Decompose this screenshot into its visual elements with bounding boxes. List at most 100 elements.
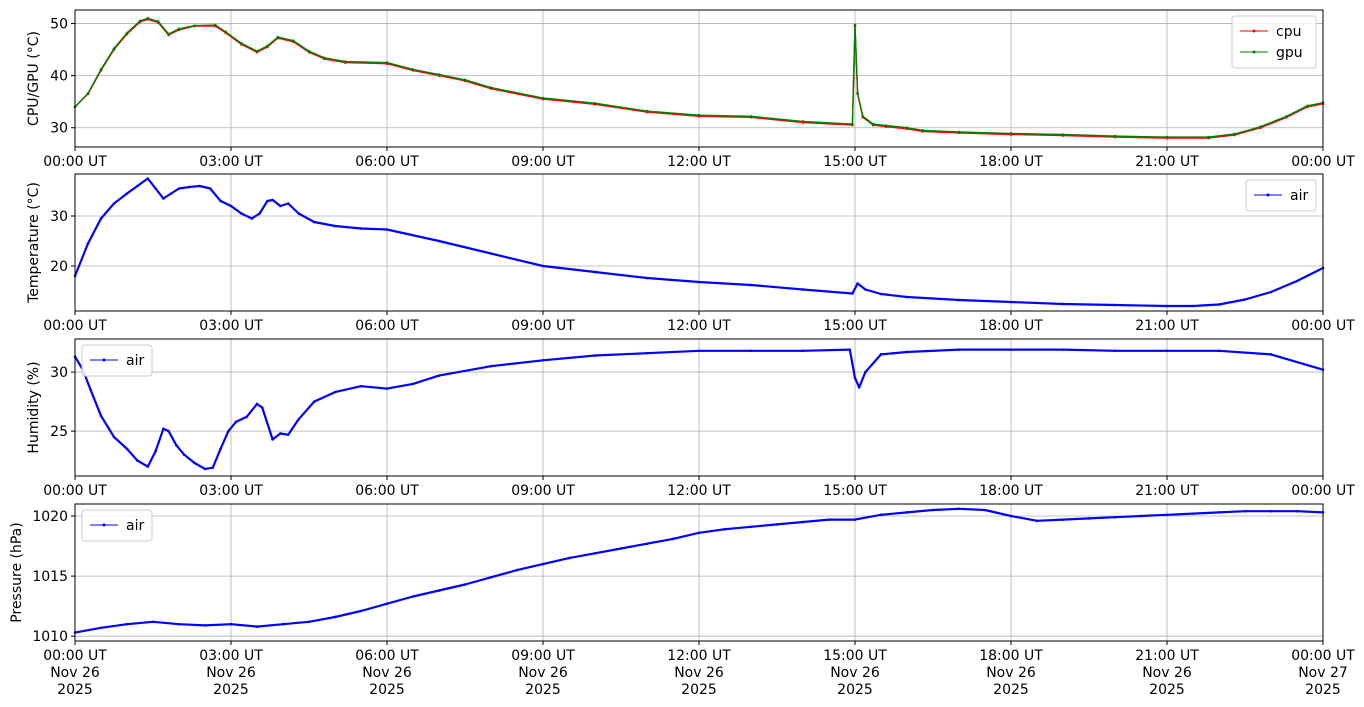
data-point-air (198, 184, 202, 188)
data-point-gpu (292, 39, 295, 43)
data-point-air (99, 626, 103, 630)
x-tick-label: 15:00 UT (823, 154, 887, 170)
data-point-air (1061, 302, 1065, 306)
data-point-air (1087, 517, 1091, 520)
data-point-air (541, 358, 545, 362)
data-point-air (188, 185, 191, 189)
data-point-air (333, 390, 337, 394)
x-tick-year: 2025 (57, 682, 93, 698)
x-tick-date: Nov 26 (1142, 665, 1192, 681)
data-point-air (1295, 279, 1299, 283)
x-tick-label: 03:00 UT (199, 318, 263, 334)
data-point-air (260, 406, 264, 409)
x-tick-label: 18:00 UT (979, 318, 1043, 334)
legend: air (81, 509, 153, 542)
data-point-air (1165, 349, 1169, 353)
data-point-air (154, 449, 157, 453)
data-point-air (203, 624, 207, 627)
data-point-air (193, 461, 196, 465)
x-tick-label: 21:00 UT (1135, 318, 1199, 334)
data-point-air (177, 187, 181, 190)
x-tick-date: Nov 26 (518, 665, 568, 681)
data-point-gpu (146, 17, 150, 20)
data-point-air (411, 595, 415, 598)
x-tick-date: Nov 26 (362, 665, 412, 681)
x-tick-label: 18:00 UT (979, 648, 1043, 664)
data-point-gpu (193, 24, 196, 27)
data-point-air (879, 292, 883, 296)
data-point-gpu (921, 129, 924, 132)
data-point-air (286, 202, 290, 205)
data-point-gpu (138, 19, 142, 23)
data-point-air (645, 542, 649, 545)
data-point-air (385, 602, 389, 606)
data-point-air (99, 414, 103, 418)
data-point-air (856, 282, 859, 285)
data-point-air (567, 556, 571, 560)
data-point-air (801, 520, 805, 524)
temperature-panel: 00:00 UT 03:00 UT 06:00 UT 09:00 UT 12:00 UT… (26, 173, 1355, 334)
data-point-air (671, 537, 675, 541)
data-point-air (219, 447, 222, 451)
data-point-air (359, 384, 363, 388)
data-point-air (489, 252, 493, 255)
data-point-air (136, 459, 139, 462)
data-point-air (1113, 349, 1117, 353)
legend-label-cpu: cpu (1276, 24, 1301, 40)
data-point-air (645, 351, 649, 355)
data-point-air (697, 349, 701, 353)
data-point-air (645, 276, 649, 280)
data-point-air (182, 453, 186, 457)
x-tick-label: 15:00 UT (823, 648, 887, 664)
data-point-gpu (156, 20, 160, 23)
data-point-air (125, 622, 129, 626)
data-point-air (957, 507, 961, 511)
data-point-air (1217, 303, 1221, 306)
data-point-air (162, 197, 165, 200)
data-point-air (234, 420, 238, 423)
data-point-gpu (1207, 135, 1210, 139)
x-tick-label: 09:00 UT (511, 648, 575, 664)
data-point-gpu (276, 35, 280, 39)
legend-marker-air (102, 523, 106, 527)
legend-label-air: air (126, 353, 144, 369)
x-tick-label: 03:00 UT (199, 483, 263, 499)
data-point-air (749, 525, 753, 529)
x-tick-label: 09:00 UT (511, 318, 575, 334)
data-point-air (931, 508, 935, 512)
data-point-air (286, 433, 290, 436)
data-point-air (297, 212, 300, 215)
x-tick-label: 00:00 UT (43, 483, 107, 499)
data-point-air (154, 187, 157, 190)
x-tick-label: 09:00 UT (511, 483, 575, 499)
x-tick-label: 06:00 UT (355, 318, 419, 334)
data-point-air (749, 349, 753, 353)
data-point-air (864, 370, 867, 374)
data-point-air (541, 264, 545, 268)
data-point-air (1269, 509, 1273, 513)
x-tick-year: 2025 (837, 682, 873, 698)
data-point-air (723, 527, 727, 531)
data-point-air (1295, 509, 1299, 513)
data-point-gpu (1113, 134, 1117, 138)
y-tick-label: 1010 (32, 629, 68, 645)
data-point-air (359, 227, 363, 230)
data-point-air (857, 386, 861, 389)
legend: air (1245, 179, 1317, 212)
data-point-gpu (851, 122, 854, 126)
data-point-gpu (593, 101, 597, 105)
data-point-air (827, 518, 831, 521)
x-tick-date: Nov 26 (986, 665, 1036, 681)
data-point-air (146, 177, 150, 180)
data-point-air (255, 625, 259, 628)
x-tick-label: 21:00 UT (1135, 648, 1199, 664)
data-point-air (749, 283, 753, 287)
x-tick-label: 00:00 UT (43, 648, 107, 664)
data-point-gpu (411, 68, 415, 71)
data-point-air (89, 388, 92, 392)
y-axis-label: CPU/GPU (°C) (26, 31, 42, 126)
data-point-air (1243, 298, 1247, 301)
x-tick-date: Nov 27 (1298, 665, 1348, 681)
data-point-gpu (856, 91, 859, 95)
y-axis-label: Humidity (%) (26, 361, 42, 453)
